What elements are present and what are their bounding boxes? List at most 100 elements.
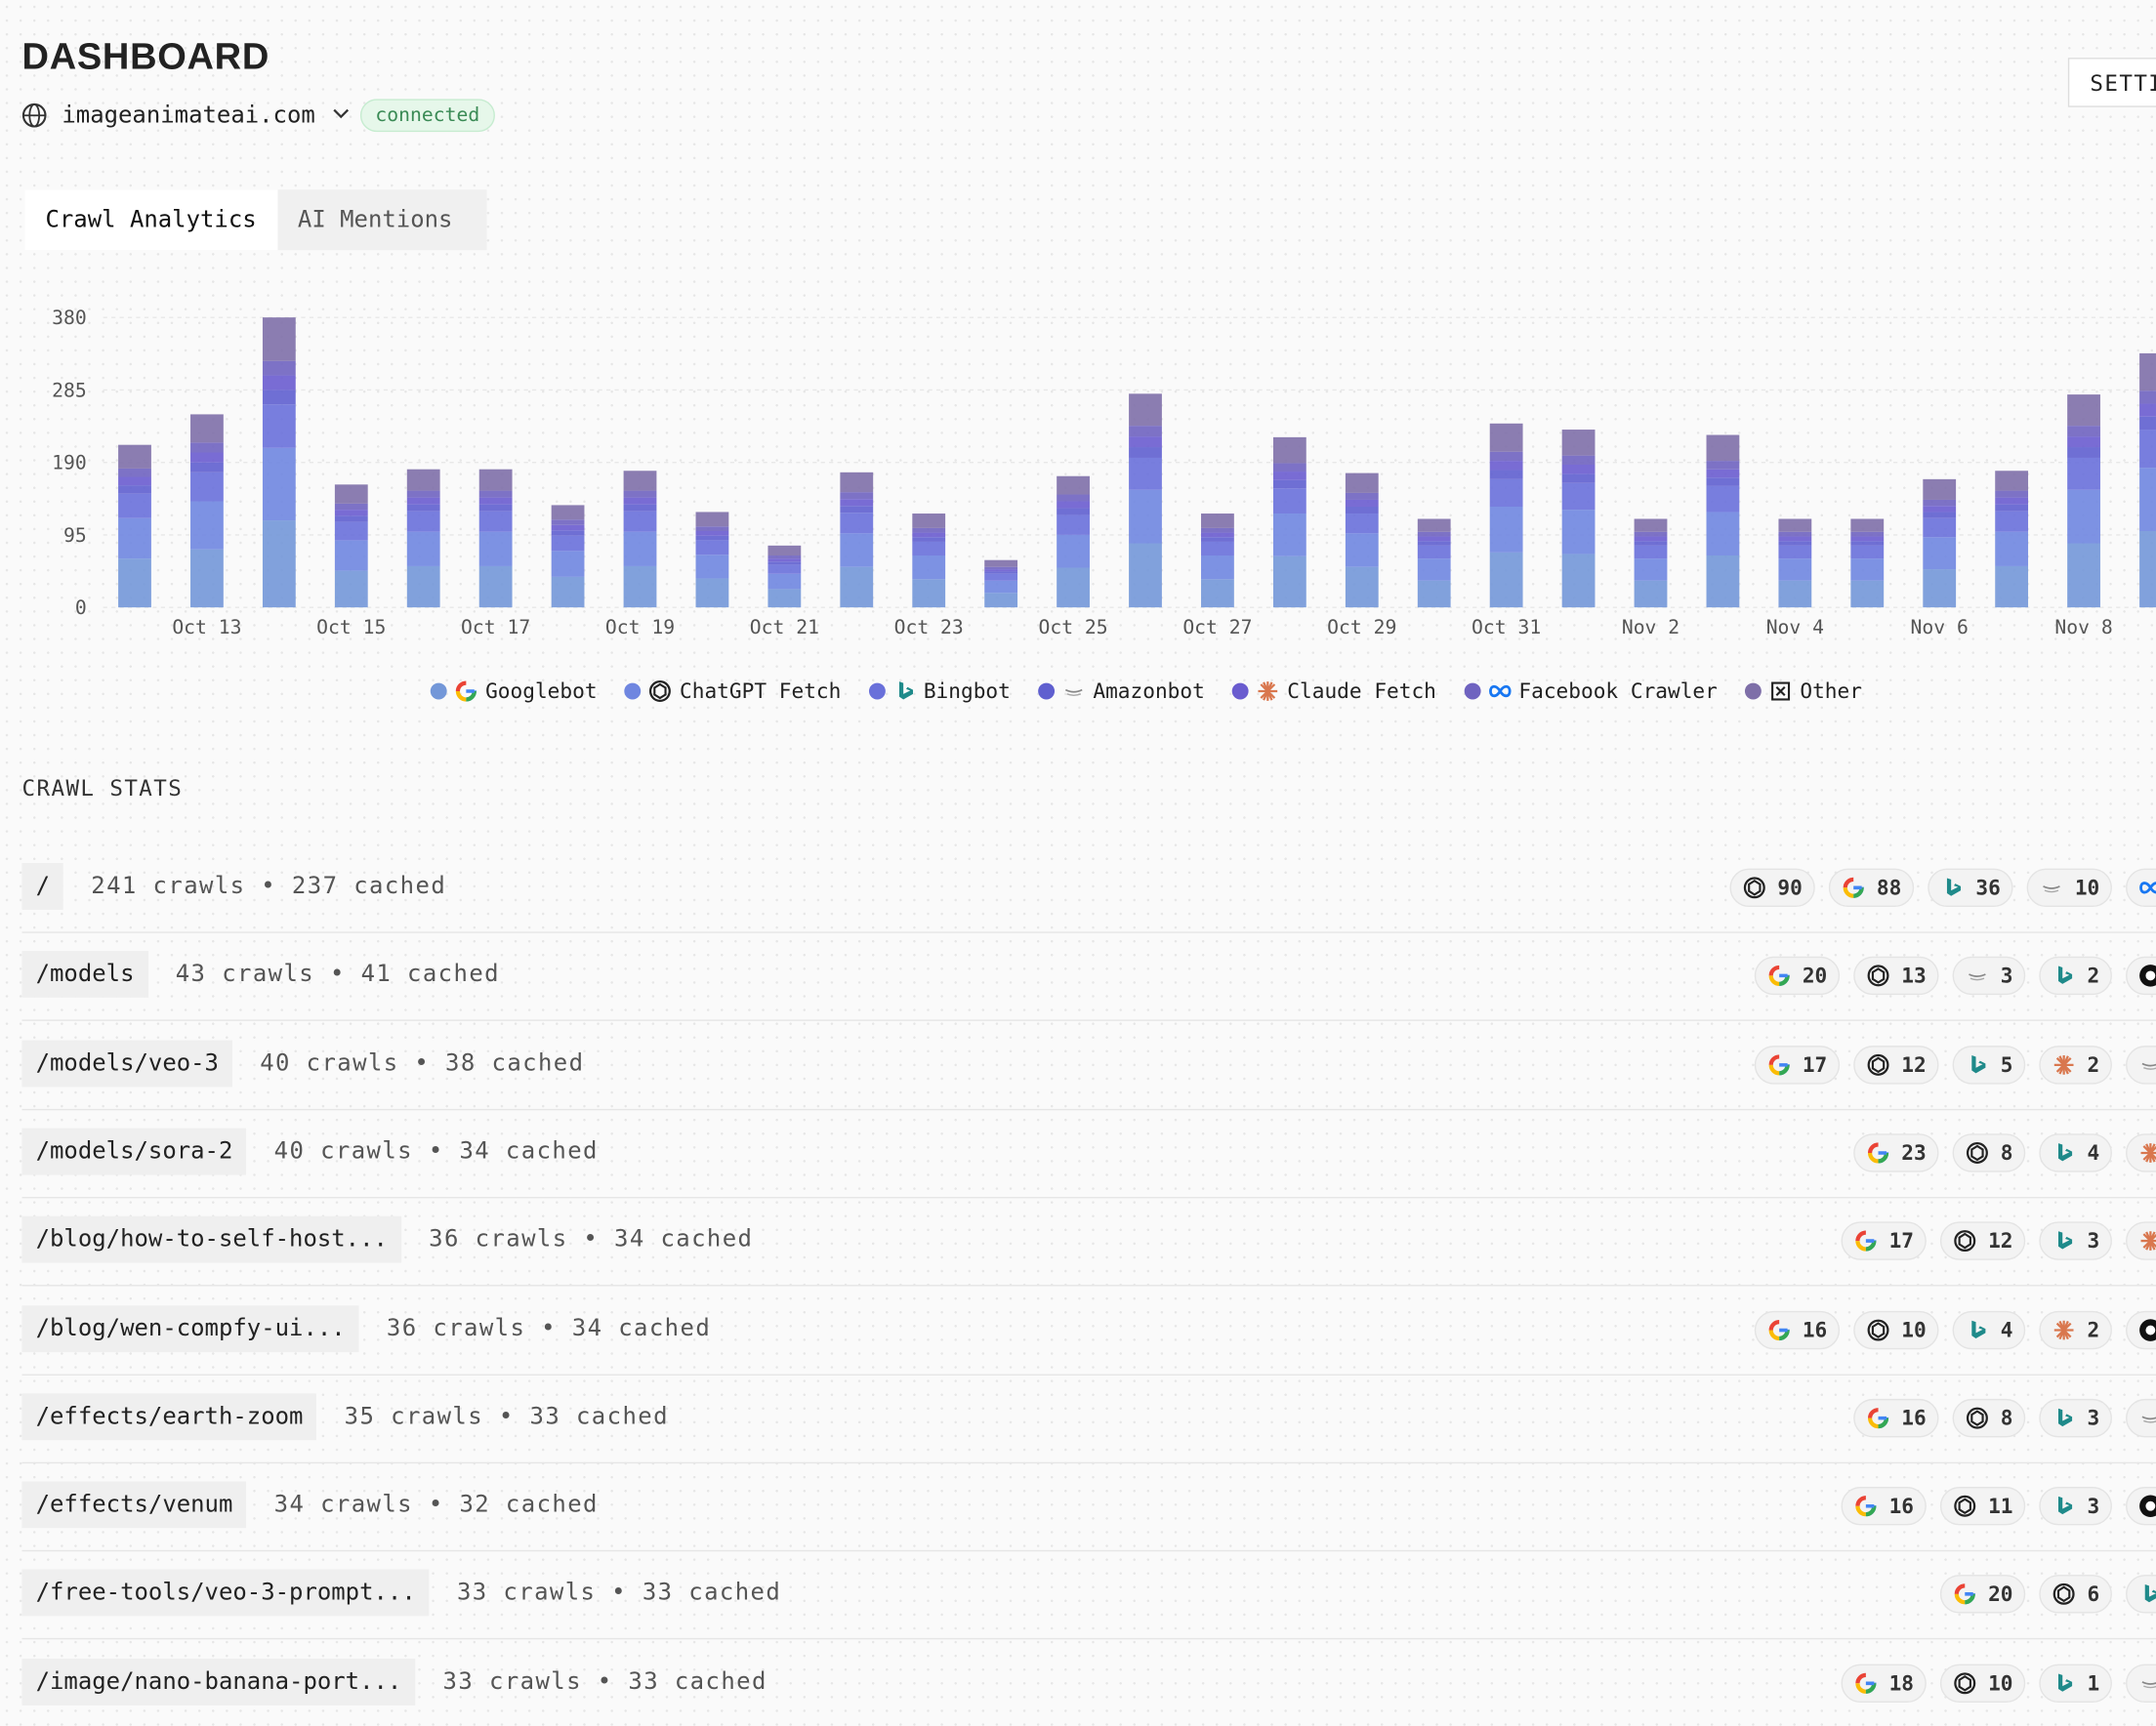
bar-segment bbox=[1923, 506, 1957, 513]
bar-segment bbox=[1417, 545, 1451, 559]
bar-segment bbox=[262, 520, 296, 608]
legend-label: Bingbot bbox=[923, 678, 1011, 704]
bar-segment bbox=[1634, 541, 1668, 546]
bar-segment bbox=[840, 506, 874, 514]
bot-badge bbox=[2126, 1133, 2156, 1172]
bar-segment bbox=[840, 499, 874, 507]
x-tick-label: Oct 29 bbox=[1327, 616, 1396, 638]
bar-segment bbox=[1417, 580, 1451, 608]
bar-segment bbox=[1272, 472, 1306, 480]
legend-swatch bbox=[1231, 682, 1249, 700]
crawl-stats: 34 crawls • 32 cached bbox=[273, 1491, 599, 1519]
badge-count: 3 bbox=[2087, 1405, 2100, 1431]
bar-segment bbox=[1201, 555, 1234, 580]
crawl-row: /image/nano-banana-port... 33 crawls • 33… bbox=[21, 1639, 2156, 1726]
bot-badge: 36 bbox=[1928, 868, 2013, 908]
bar-segment bbox=[1489, 470, 1523, 479]
legend-item: Googlebot bbox=[430, 678, 598, 704]
bar-segment bbox=[478, 565, 513, 608]
bar-segment bbox=[1561, 473, 1596, 483]
legend-label: Amazonbot bbox=[1093, 678, 1205, 704]
badge-count: 4 bbox=[2000, 1317, 2013, 1342]
bar-segment bbox=[1706, 461, 1740, 470]
bar-segment bbox=[478, 531, 513, 566]
bar-segment bbox=[912, 555, 946, 580]
bot-icon bbox=[2141, 1680, 2156, 1688]
x-tick-label: Oct 17 bbox=[461, 616, 530, 638]
bar-segment bbox=[1129, 447, 1162, 458]
bar-segment bbox=[984, 580, 1018, 594]
bot-icon bbox=[1855, 1672, 1877, 1694]
tab[interactable]: AI Mentions bbox=[297, 206, 453, 234]
legend-swatch bbox=[1464, 682, 1480, 700]
badge-count: 20 bbox=[1988, 1582, 2013, 1608]
bar-segment bbox=[262, 317, 296, 361]
bar-segment bbox=[1417, 531, 1451, 537]
bar-segment bbox=[1417, 536, 1451, 542]
bot-badge: 17 bbox=[1841, 1221, 1927, 1261]
chevron bbox=[333, 108, 350, 119]
badge-count: 12 bbox=[1988, 1228, 2013, 1253]
crawl-row: /models/veo-3 40 crawls • 38 cached 17 12 5 2 bbox=[21, 1020, 2156, 1110]
bot-icon bbox=[2140, 1142, 2156, 1163]
badge-count: 16 bbox=[1802, 1317, 1828, 1342]
site-selector[interactable]: imageanimateai.com bbox=[62, 102, 315, 130]
bar-segment bbox=[1923, 499, 1957, 507]
badge-count: 16 bbox=[1901, 1405, 1927, 1431]
legend-item: Facebook Crawler bbox=[1464, 678, 1718, 704]
bar-segment bbox=[1706, 555, 1740, 608]
x-tick-label: Oct 31 bbox=[1472, 616, 1541, 638]
bot-badge: 4 bbox=[1952, 1310, 2026, 1349]
bar-segment bbox=[1129, 436, 1162, 448]
bar-segment bbox=[984, 593, 1018, 608]
bar-segment bbox=[1561, 510, 1596, 555]
bar-segment bbox=[912, 527, 946, 533]
bar-segment bbox=[1923, 512, 1957, 518]
bar-segment bbox=[2067, 394, 2100, 427]
x-tick-label: Nov 4 bbox=[1766, 616, 1824, 638]
badge-count: 11 bbox=[1988, 1494, 2013, 1519]
badges: 18 10 1 bbox=[1841, 1664, 2156, 1703]
bar-segment bbox=[1345, 533, 1379, 567]
bar-segment bbox=[695, 526, 729, 532]
badge-count: 17 bbox=[1888, 1228, 1915, 1253]
badge-count: 16 bbox=[1888, 1494, 1915, 1519]
bot-badge: 20 bbox=[1754, 957, 1840, 996]
bar-segment bbox=[1489, 478, 1523, 507]
tabs: Crawl Analytics AI Mentions bbox=[24, 189, 487, 251]
x-tick-label: Nov 2 bbox=[1622, 616, 1679, 638]
settings-button[interactable]: SETTINGS bbox=[2067, 58, 2156, 107]
bar-segment bbox=[334, 570, 368, 608]
bar-segment bbox=[262, 360, 296, 376]
bar-segment bbox=[1129, 489, 1162, 544]
bar-segment bbox=[551, 505, 585, 520]
legend-swatch bbox=[1038, 682, 1055, 700]
bar-segment bbox=[1778, 518, 1812, 532]
bot-icon bbox=[2141, 1416, 2156, 1423]
bar-segment bbox=[1201, 527, 1234, 533]
legend-label: Other bbox=[1800, 678, 1862, 704]
legend-label: Googlebot bbox=[485, 678, 598, 704]
bar-segment bbox=[1778, 580, 1812, 608]
bar-segment bbox=[623, 497, 657, 505]
path-pill: /blog/how-to-self-host... bbox=[21, 1215, 402, 1263]
bot-icon bbox=[1258, 681, 1278, 701]
bar-segment bbox=[912, 579, 946, 608]
bot-badge bbox=[2126, 1398, 2156, 1438]
badge-count: 12 bbox=[1901, 1051, 1927, 1077]
bot-badge bbox=[2126, 1664, 2156, 1703]
badges: 16 11 3 bbox=[1841, 1487, 2156, 1526]
bot-badge bbox=[2126, 1045, 2156, 1085]
bot-icon bbox=[1971, 1319, 1986, 1338]
bot-badge: 10 bbox=[2026, 868, 2112, 908]
tab[interactable]: Crawl Analytics bbox=[24, 189, 277, 251]
bar-segment bbox=[2139, 531, 2156, 608]
bar-segment bbox=[1272, 479, 1306, 489]
bar-segment bbox=[118, 558, 151, 608]
bar-segment bbox=[1057, 534, 1090, 568]
bar-segment bbox=[840, 566, 874, 608]
bar-segment bbox=[1778, 531, 1812, 537]
badges: 90 88 36 10 bbox=[1729, 868, 2156, 908]
bot-badge: 16 bbox=[1853, 1398, 1939, 1438]
